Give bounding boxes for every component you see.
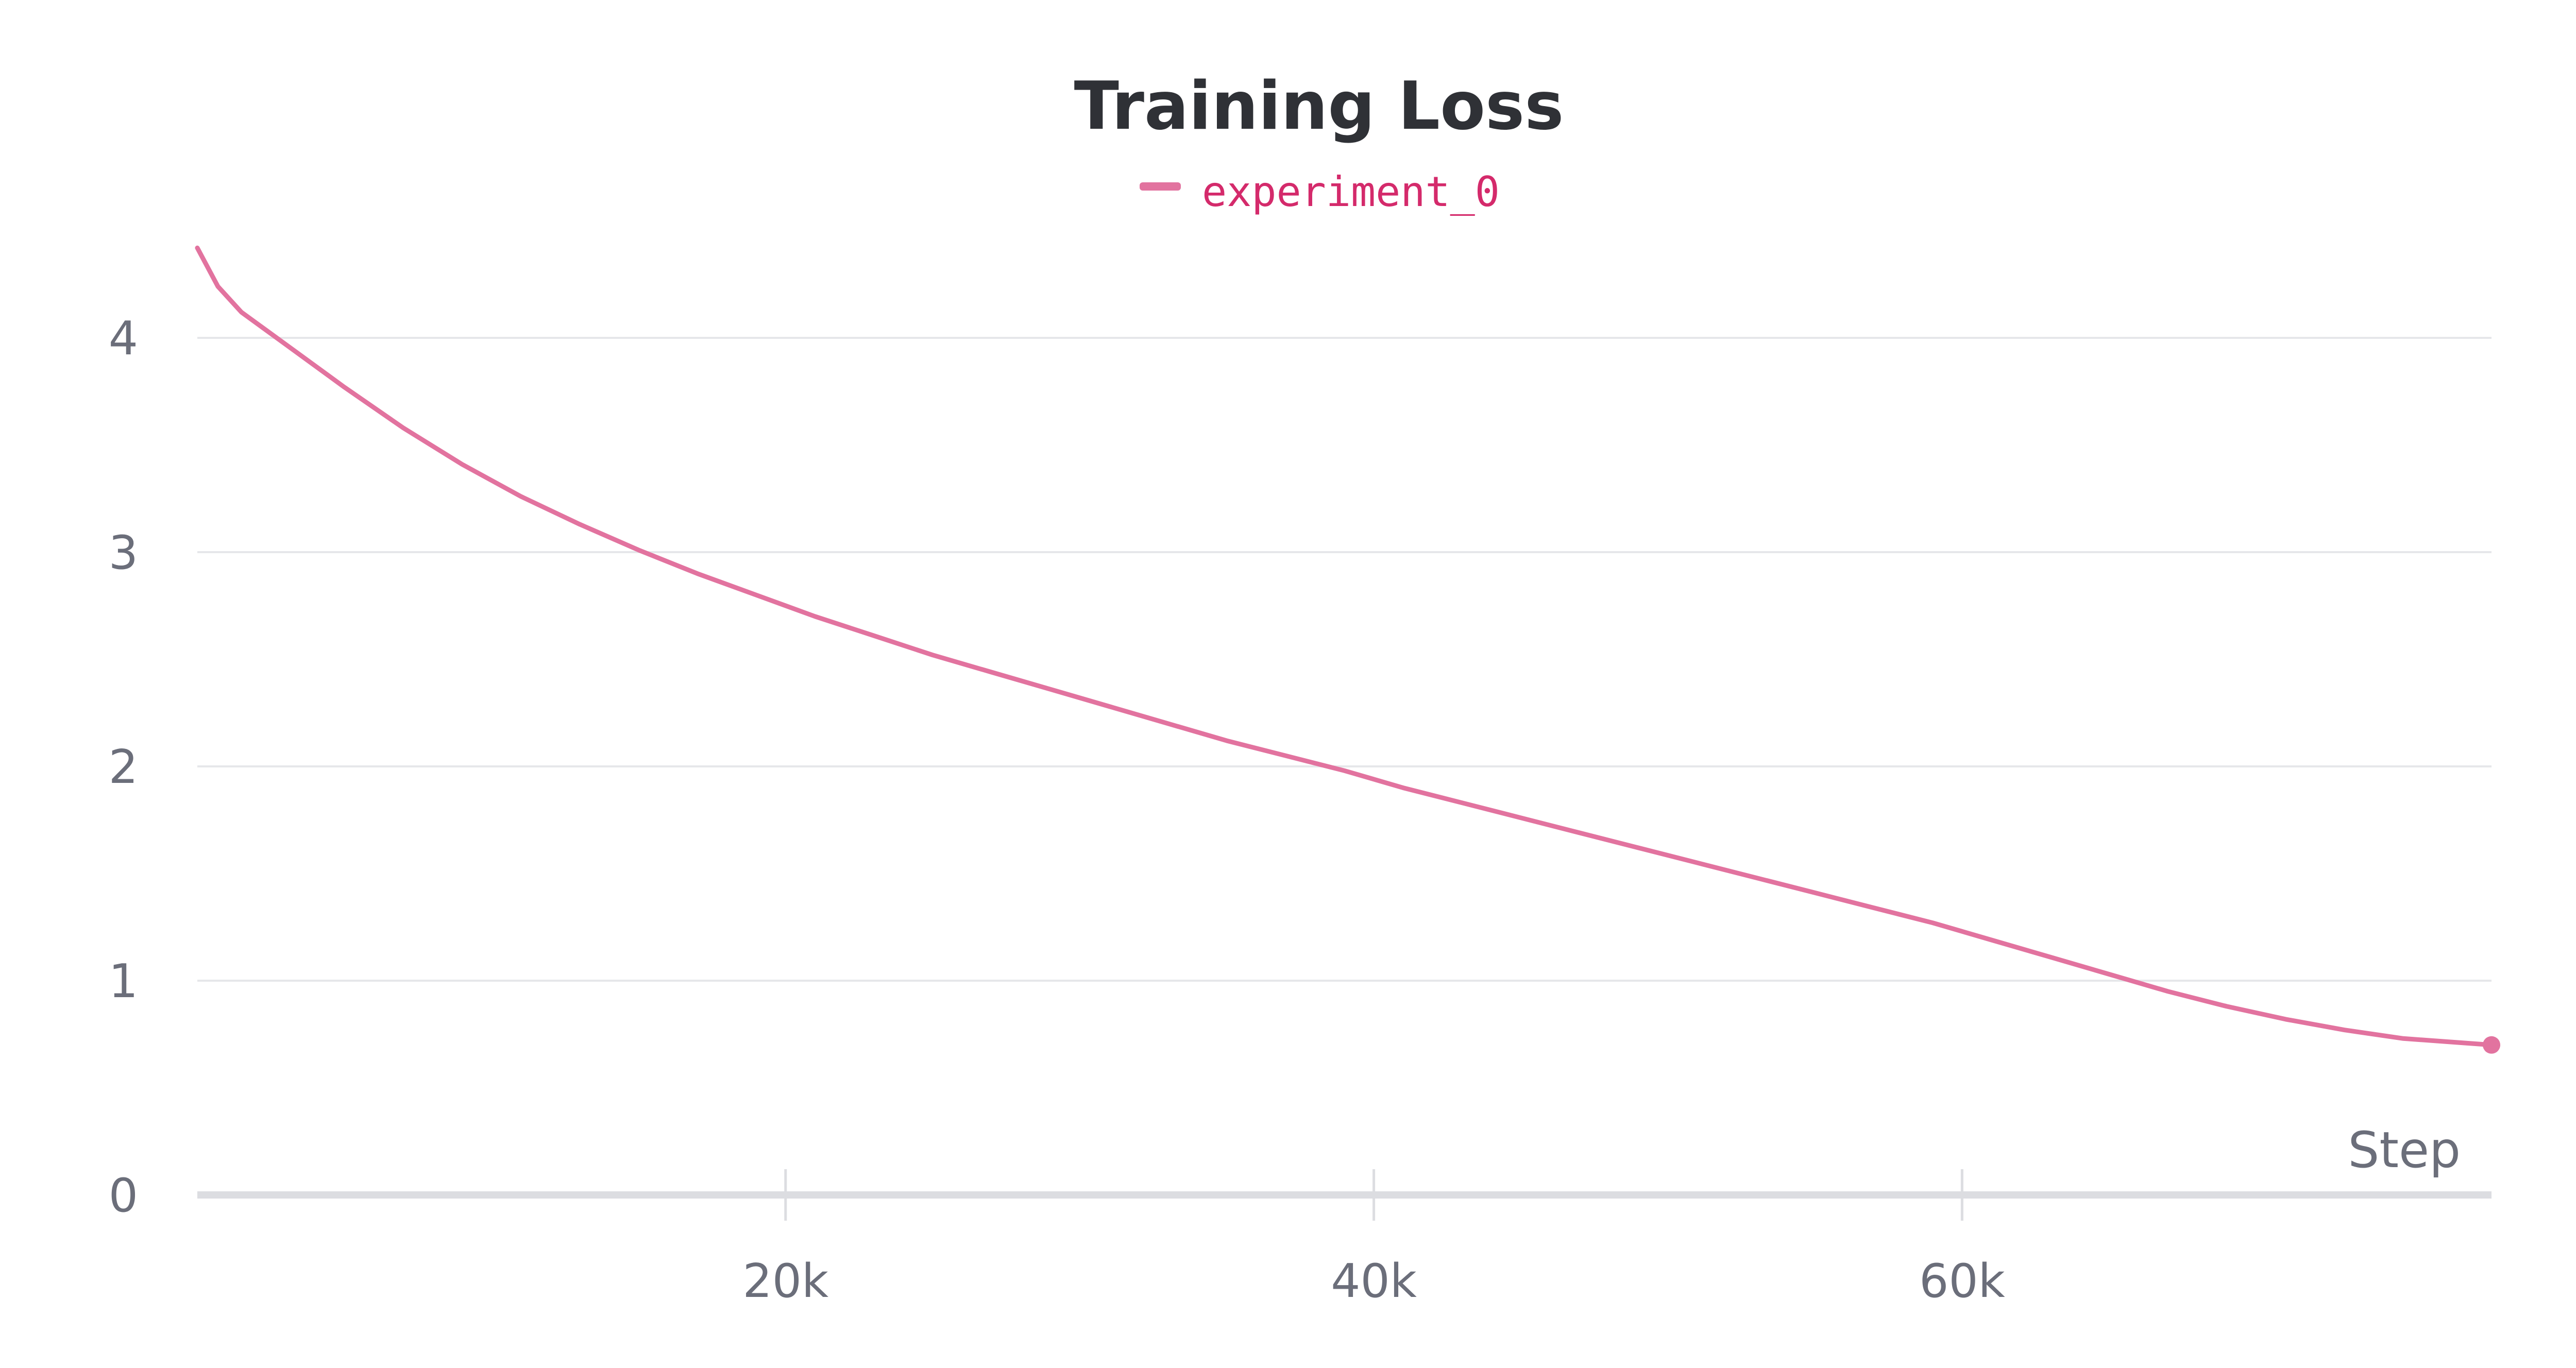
y-tick-label: 1 — [109, 954, 138, 1008]
series-layer[interactable] — [195, 245, 2500, 1054]
x-tick-label: 60k — [1919, 1254, 2005, 1308]
series-endpoint-experiment_0[interactable] — [2483, 1036, 2500, 1054]
y-tick-label: 3 — [109, 526, 138, 580]
legend-label: experiment_0 — [1202, 168, 1500, 216]
series-line-experiment_0[interactable] — [195, 245, 2494, 1048]
y-tick-label: 2 — [109, 740, 138, 794]
x-axis-label: Step — [2348, 1121, 2461, 1179]
x-tick-label: 20k — [742, 1254, 828, 1308]
y-tick-label: 4 — [109, 312, 138, 366]
chart-title: Training Loss — [1074, 68, 1564, 145]
legend-swatch — [1140, 182, 1181, 191]
y-gridlines — [197, 337, 2492, 982]
x-axis: 20k 40k 60k — [197, 1169, 2492, 1308]
y-tick-label: 0 — [109, 1169, 138, 1223]
x-tick-label: 40k — [1331, 1254, 1417, 1308]
legend[interactable]: experiment_0 — [1140, 168, 1500, 216]
y-axis: 0 1 2 3 4 — [109, 312, 138, 1223]
